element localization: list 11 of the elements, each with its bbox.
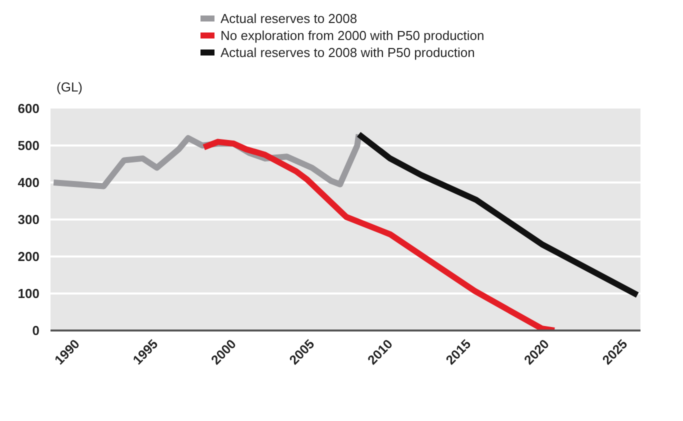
legend-label: Actual reserves to 2008 [220, 11, 358, 26]
y-tick-label: 300 [18, 212, 40, 227]
legend-label: No exploration from 2000 with P50 production [220, 28, 484, 43]
legend-label: Actual reserves to 2008 with P50 production [220, 45, 475, 60]
y-tick-label: 100 [18, 286, 40, 301]
y-tick-label: 500 [18, 138, 40, 153]
y-axis-title: (GL) [56, 80, 82, 94]
y-tick-label: 0 [32, 323, 40, 338]
y-tick-label: 400 [18, 175, 40, 190]
y-tick-label: 600 [18, 101, 40, 116]
y-tick-label: 200 [18, 249, 40, 264]
